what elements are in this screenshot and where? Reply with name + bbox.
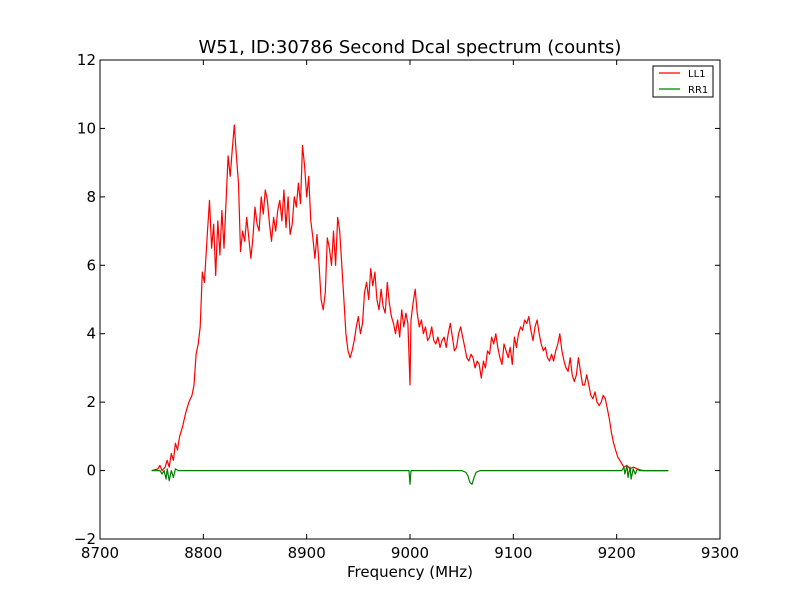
x-tick-label: 9300 (701, 544, 739, 562)
series-layer (151, 124, 669, 485)
x-tick-label: 8900 (288, 544, 326, 562)
plot-area (99, 59, 721, 540)
legend: LL1 RR1 (652, 65, 714, 98)
legend-label-ll1: LL1 (688, 69, 706, 80)
chart-title: W51, ID:30786 Second Dcal spectrum (coun… (199, 37, 622, 58)
x-axis-label: Frequency (MHz) (347, 563, 473, 581)
x-tick-label: 9200 (598, 544, 636, 562)
y-tick-label: 10 (77, 119, 96, 137)
y-tick-label: 4 (86, 325, 96, 343)
x-tick-label: 8800 (184, 544, 222, 562)
y-tick-label: 6 (86, 256, 96, 274)
x-tick-label: 8700 (81, 544, 119, 562)
y-tick-label: 12 (77, 51, 96, 69)
y-tick-label: 0 (86, 462, 96, 480)
x-tick-label: 9100 (494, 544, 532, 562)
y-tick-label: 8 (86, 188, 96, 206)
legend-box (652, 65, 714, 98)
tick-layer: 8700 8800 8900 9000 9100 9200 9300 −2 0 2 4 6 8 10 12 (74, 51, 739, 562)
series-line-ll1 (151, 124, 669, 472)
x-tick-label: 9000 (391, 544, 429, 562)
y-tick-label: −2 (74, 530, 96, 548)
y-tick-label: 2 (86, 393, 96, 411)
legend-label-rr1: RR1 (688, 85, 708, 96)
series-line-rr1 (151, 464, 669, 485)
